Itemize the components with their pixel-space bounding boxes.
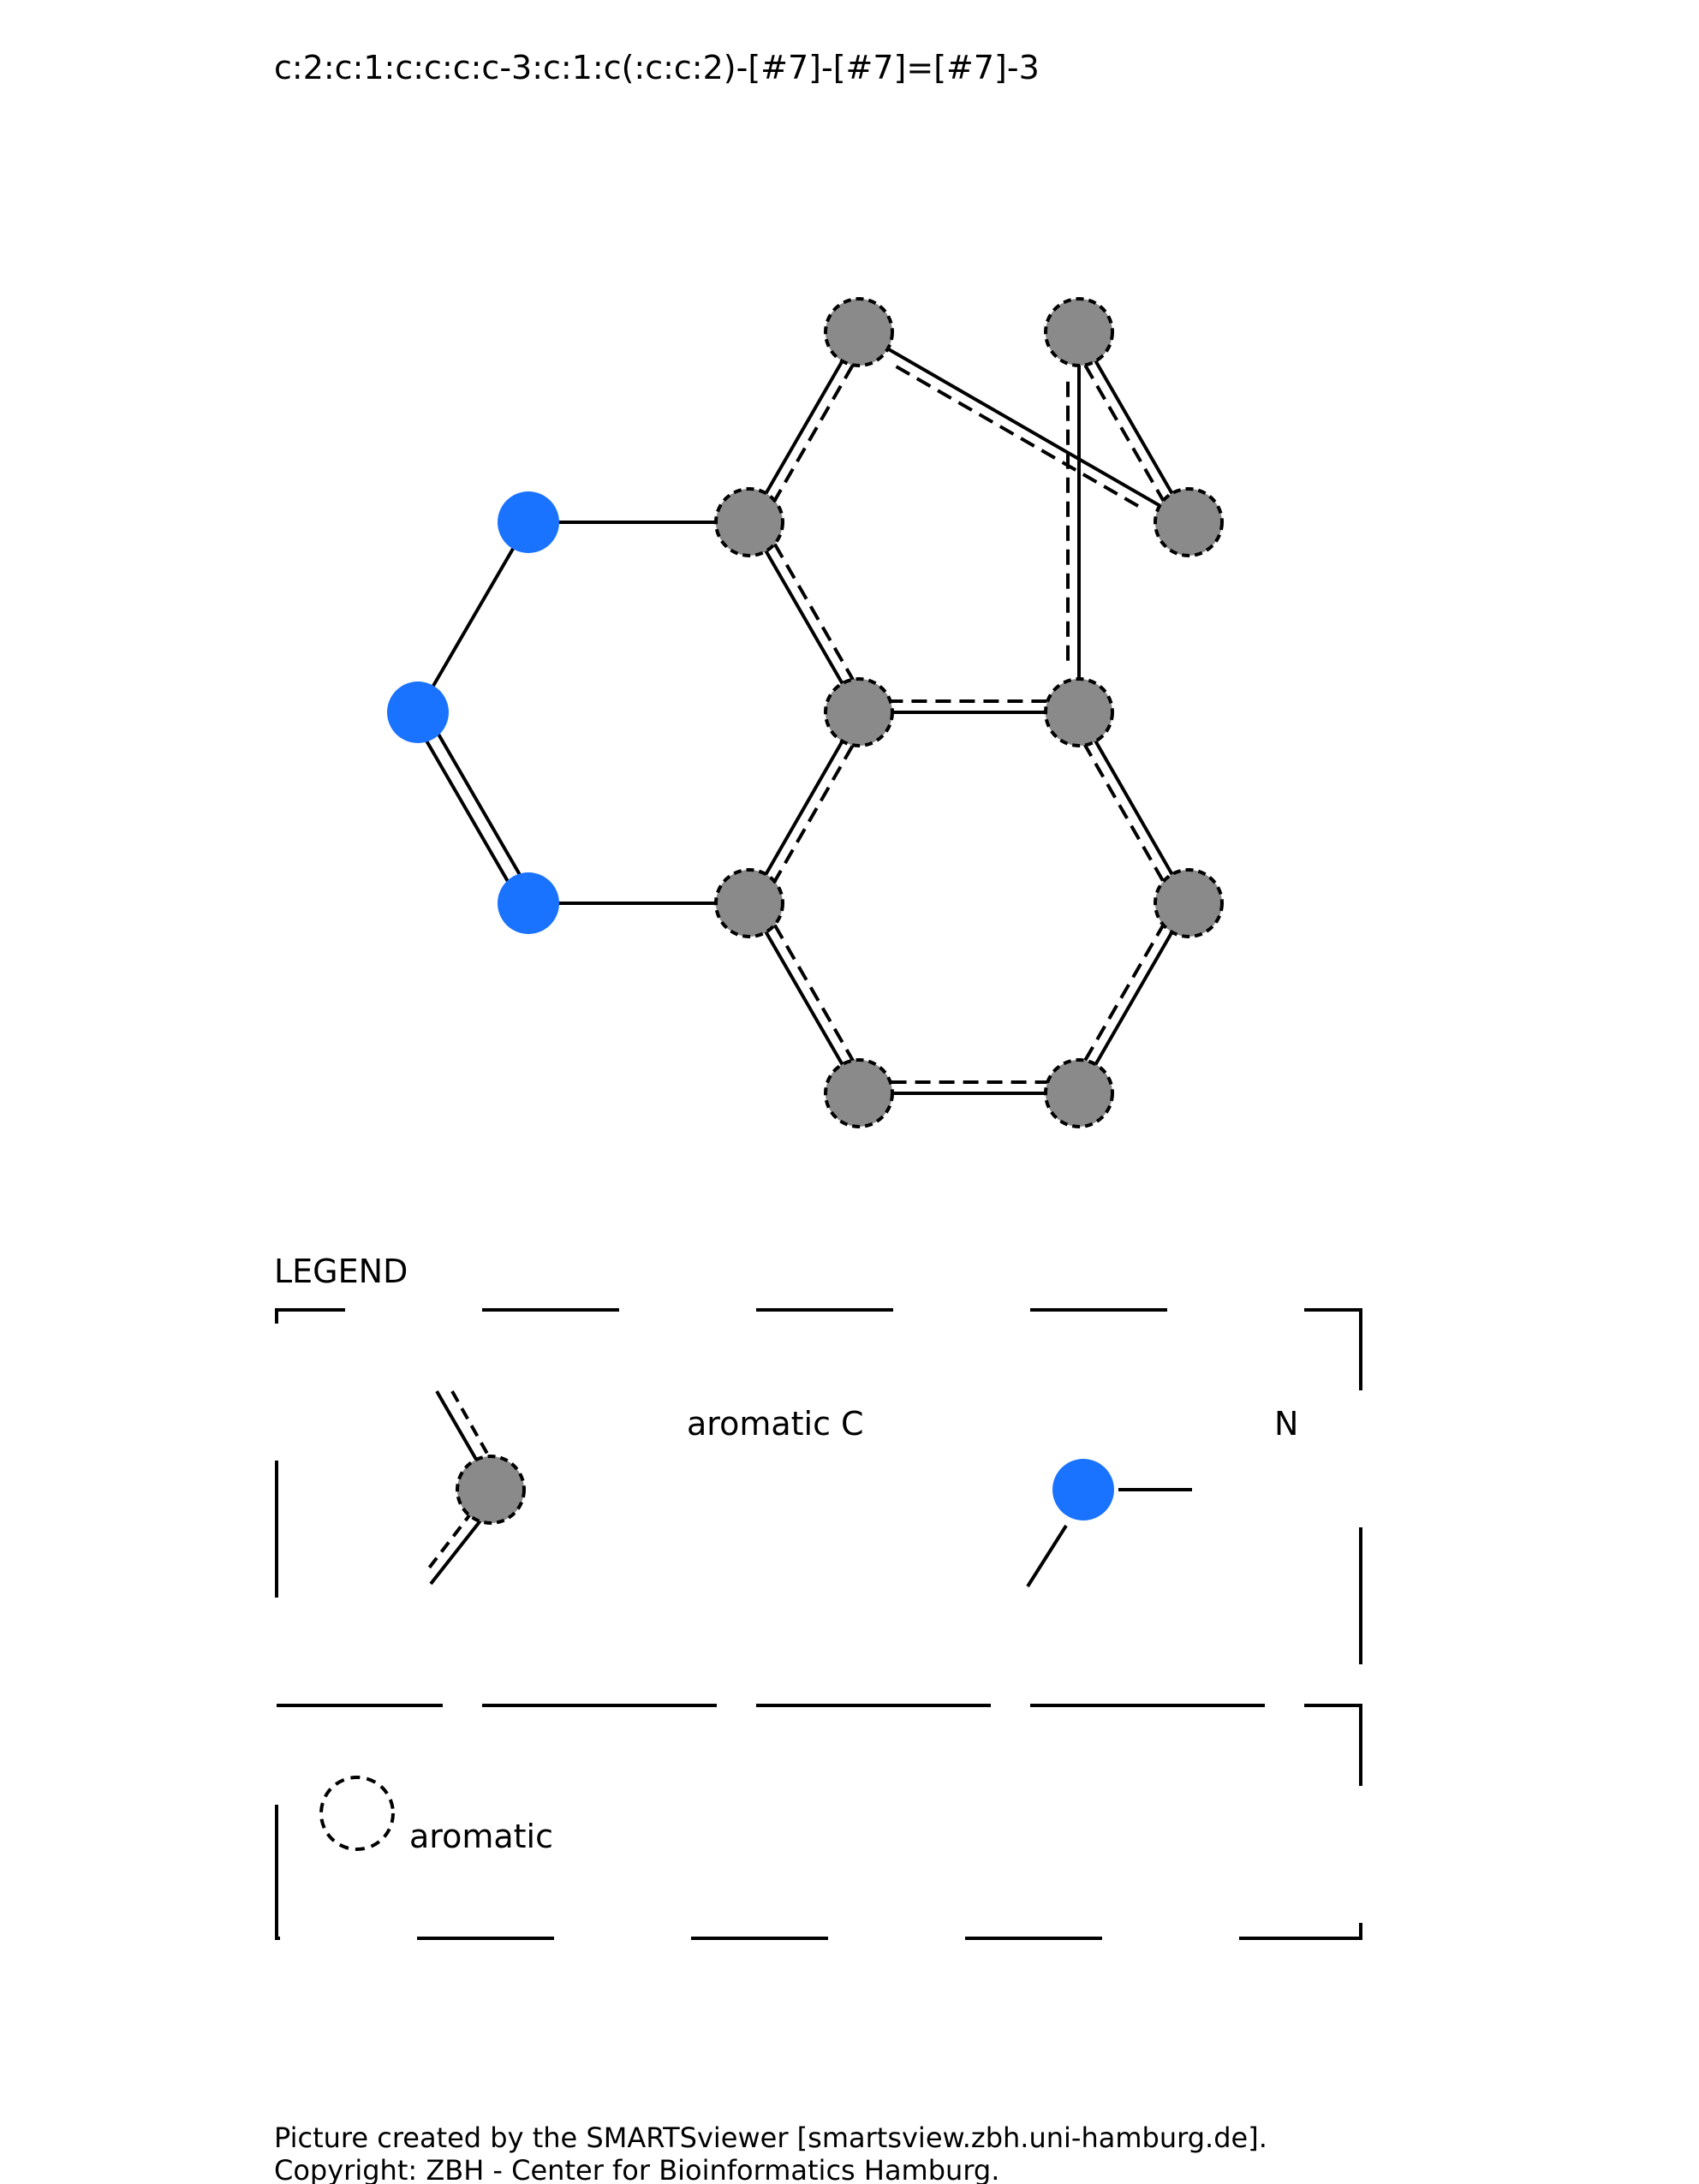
bond-11-12 <box>416 521 530 714</box>
nitrogen-atom-13 <box>498 872 559 934</box>
aromatic-carbon-atom-9 <box>824 297 894 367</box>
aromatic-carbon-atom-icon <box>456 1455 526 1525</box>
legend-bond-solid-lower <box>429 1518 483 1586</box>
nitrogen-atom-12 <box>387 681 449 743</box>
bond-9-10-solid <box>858 330 1189 524</box>
legend-n-bond-left <box>1026 1524 1068 1588</box>
smarts-string: c:2:c:1:c:c:c:c-3:c:1:c(:c:c:2)-[#7]-[#7… <box>274 49 1040 86</box>
aromatic-label: aromatic <box>409 1818 553 1855</box>
bond-7-8-dashed <box>772 540 856 683</box>
footer-copyright: Copyright: ZBH - Center for Bioinformati… <box>274 2154 999 2184</box>
bond-12-13-line-a <box>422 707 536 901</box>
bond-8-9-dashed <box>772 361 856 504</box>
legend-bond-dashed-lower <box>423 1509 474 1575</box>
legend: LEGEND aromatic C N aromatic <box>274 1253 1362 1940</box>
bond-10-1-dashed <box>1082 361 1166 504</box>
legend-top-box <box>275 1308 1362 1707</box>
aromatic-carbon-atom-3 <box>1154 868 1224 938</box>
nitrogen-atom-icon <box>1052 1459 1114 1520</box>
bond-9-10-dashed <box>895 365 1142 509</box>
bond-8-9-solid <box>748 331 861 523</box>
nitrogen-atom-11 <box>498 491 559 553</box>
aromatic-carbon-atom-1 <box>1044 297 1114 367</box>
aromatic-carbon-atom-8 <box>714 487 784 557</box>
bond-2-3-dashed <box>1082 741 1166 885</box>
legend-bottom-box <box>275 1704 1362 1940</box>
aromatic-carbon-atom-2 <box>1044 677 1114 747</box>
aromatic-carbon-atom-5 <box>824 1058 894 1128</box>
aromatic-carbon-atom-7 <box>824 677 894 747</box>
nitrogen-legend-symbol <box>1026 1459 1192 1588</box>
bond-5-6-solid <box>748 902 861 1094</box>
bond-3-4-dashed <box>1082 921 1166 1064</box>
bond-layer <box>410 330 1190 1095</box>
bond-2-3-solid <box>1077 711 1190 904</box>
bond-6-7-solid <box>748 711 861 904</box>
bond-10-1-solid <box>1077 331 1190 523</box>
legend-bond-solid-upper <box>435 1390 483 1470</box>
aromatic-c-legend-symbol <box>423 1390 526 1586</box>
molecule-structure <box>387 297 1224 1128</box>
nitrogen-label: N <box>1274 1405 1298 1443</box>
bond-7-8-solid <box>748 521 861 713</box>
aromatic-carbon-atom-4 <box>1044 1058 1114 1128</box>
legend-bond-dashed-upper <box>450 1390 492 1461</box>
bond-3-4-solid <box>1077 902 1190 1094</box>
aromatic-carbon-atom-6 <box>714 868 784 938</box>
bond-5-6-dashed <box>772 921 856 1064</box>
aromatic-ring-icon <box>319 1776 395 1851</box>
aromatic-carbon-atom-10 <box>1154 487 1224 557</box>
legend-title: LEGEND <box>274 1253 408 1290</box>
atom-layer <box>387 297 1224 1128</box>
bond-12-13-line-b <box>410 715 524 908</box>
footer-credit: Picture created by the SMARTSviewer [sma… <box>274 2122 1267 2154</box>
aromatic-c-label: aromatic C <box>687 1405 864 1443</box>
bond-6-7-dashed <box>772 741 856 885</box>
